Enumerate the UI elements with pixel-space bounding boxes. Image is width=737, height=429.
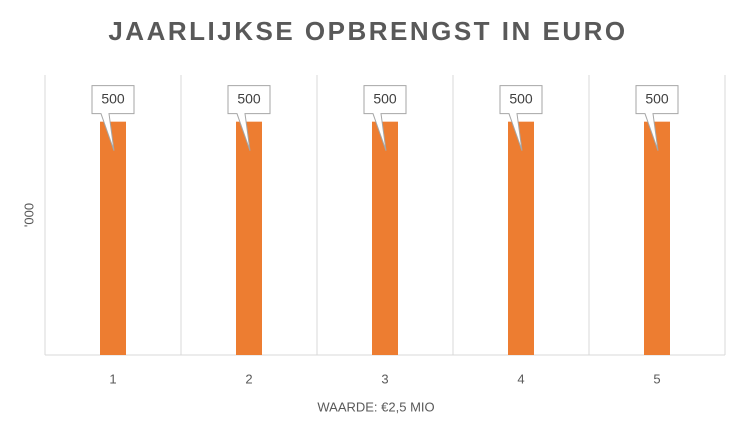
y-axis-label: '000 (21, 203, 36, 227)
bar (372, 121, 398, 356)
x-tick-label: 3 (381, 371, 388, 386)
data-label: 500 (373, 90, 397, 106)
x-tick-label: 4 (517, 371, 524, 386)
x-axis-label: WAARDE: €2,5 MIO (317, 399, 434, 414)
bar (100, 121, 126, 356)
bar (644, 121, 670, 356)
x-tick-label: 2 (245, 371, 252, 386)
callout (499, 85, 543, 151)
callout (363, 85, 407, 151)
chart-title: JAARLIJKSE OPBRENGST IN EURO (108, 16, 627, 46)
callout (635, 85, 679, 151)
x-tick-label: 1 (109, 371, 116, 386)
callout (227, 85, 271, 151)
x-tick-label: 5 (653, 371, 660, 386)
data-label: 500 (237, 90, 261, 106)
data-label: 500 (101, 90, 125, 106)
data-label: 500 (645, 90, 669, 106)
bar (508, 121, 534, 356)
data-label: 500 (509, 90, 533, 106)
callout (91, 85, 135, 151)
bar (236, 121, 262, 356)
